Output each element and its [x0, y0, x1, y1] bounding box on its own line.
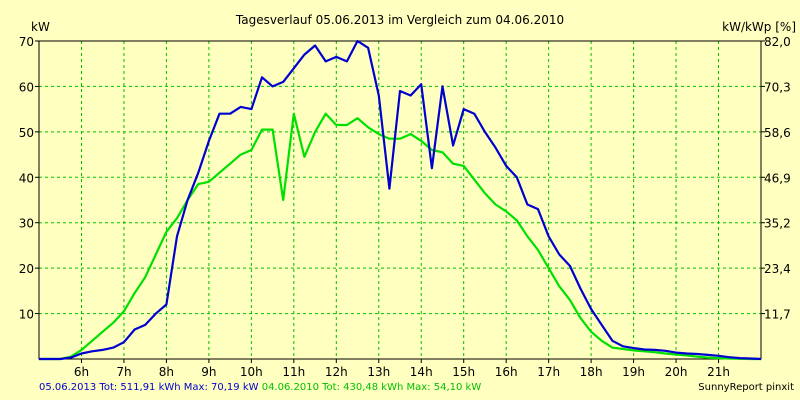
y-tick-label-right: 70,3 [764, 80, 791, 94]
y-tick-label-left: 60 [19, 80, 34, 94]
grid-lines [39, 40, 761, 359]
x-tick-label: 14h [410, 365, 433, 379]
chart-title: Tagesverlauf 05.06.2013 im Vergleich zum… [235, 13, 564, 27]
series-lines [39, 39, 762, 361]
x-tick-label: 7h [116, 365, 131, 379]
x-tick-label: 21h [707, 365, 730, 379]
y-tick-label-left: 10 [19, 308, 34, 322]
x-tick-label: 8h [159, 365, 174, 379]
y-tick-label-right: 82,0 [764, 35, 791, 49]
x-tick-label: 18h [580, 365, 603, 379]
axes: 10 11,7 20 23,4 30 35,2 40 46,9 50 58,6 60 70,3 70 82… [19, 35, 791, 379]
x-tick-label: 16h [495, 365, 518, 379]
x-tick-label: 9h [201, 365, 216, 379]
x-tick-label: 12h [325, 365, 348, 379]
x-tick-label: 19h [622, 365, 645, 379]
x-tick-label: 10h [240, 365, 263, 379]
chart-footer-summary: 05.06.2013 Tot: 511,91 kWh Max: 70,19 kW… [39, 382, 481, 393]
y-axis-left-label: kW [31, 20, 50, 34]
y-tick-label-right: 23,4 [764, 262, 791, 276]
series-line-2010 [39, 112, 761, 361]
series-line-2013 [39, 39, 762, 361]
plot-area-background [39, 41, 761, 359]
y-tick-label-left: 40 [19, 171, 34, 185]
y-axis-right-label: kW/kWp [%] [722, 20, 796, 34]
x-tick-label: 17h [537, 365, 560, 379]
chart-credit: SunnyReport pinxit [698, 382, 794, 393]
y-tick-label-right: 46,9 [764, 171, 791, 185]
y-tick-label-right: 11,7 [764, 308, 791, 322]
y-tick-label-left: 20 [19, 262, 34, 276]
y-tick-label-left: 50 [19, 126, 34, 140]
x-tick-label: 13h [367, 365, 390, 379]
footer-summary-2013: 05.06.2013 Tot: 511,91 kWh Max: 70,19 kW [39, 382, 259, 393]
x-tick-label: 15h [452, 365, 475, 379]
y-tick-label-right: 58,6 [764, 126, 791, 140]
y-tick-label-left: 30 [19, 217, 34, 231]
y-tick-label-left: 70 [19, 35, 34, 49]
plot-area-frame [38, 40, 762, 360]
x-tick-label: 20h [665, 365, 688, 379]
footer-summary-2010: 04.06.2010 Tot: 430,48 kWh Max: 54,10 kW [261, 382, 482, 393]
x-tick-label: 6h [74, 365, 89, 379]
x-tick-label: 11h [282, 365, 305, 379]
y-tick-label-right: 35,2 [764, 217, 791, 231]
